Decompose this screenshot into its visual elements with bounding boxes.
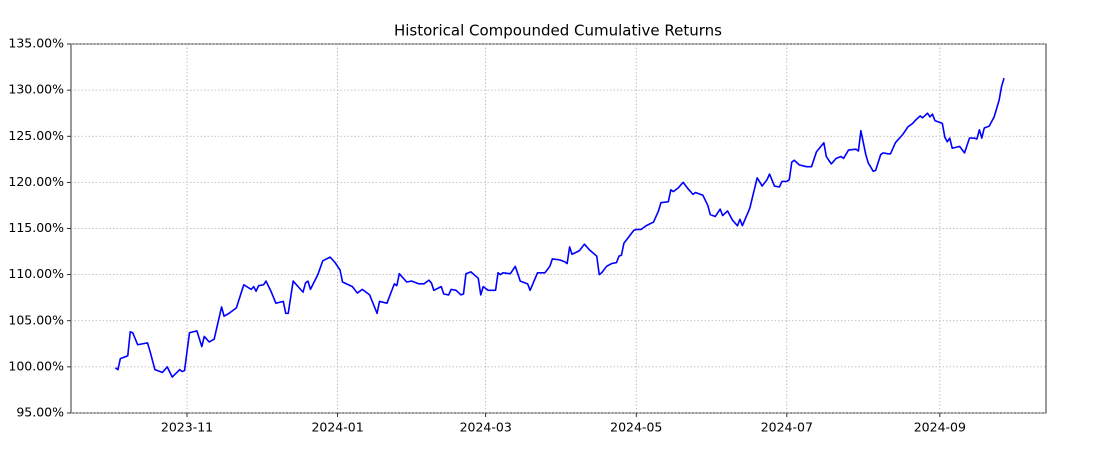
x-tick-label: 2024-09 [914, 420, 966, 435]
x-tick-label: 2024-01 [311, 420, 363, 435]
x-tick-label: 2023-11 [161, 420, 213, 435]
y-tick-label: 105.00% [8, 312, 64, 327]
y-tick-label: 95.00% [16, 405, 64, 420]
y-tick-label: 120.00% [8, 174, 64, 189]
y-tick-label: 115.00% [8, 220, 64, 235]
data-line [114, 77, 1005, 378]
x-tick-label: 2024-03 [460, 420, 512, 435]
x-tick-label: 2024-07 [761, 420, 813, 435]
y-tick-label: 130.00% [8, 82, 64, 97]
y-tick-label: 110.00% [8, 266, 64, 281]
y-tick-label: 125.00% [8, 128, 64, 143]
y-tick-label: 135.00% [8, 36, 64, 51]
chart-title: Historical Compounded Cumulative Returns [394, 22, 722, 40]
x-tick-label: 2024-05 [610, 420, 662, 435]
y-tick-label: 100.00% [8, 358, 64, 373]
